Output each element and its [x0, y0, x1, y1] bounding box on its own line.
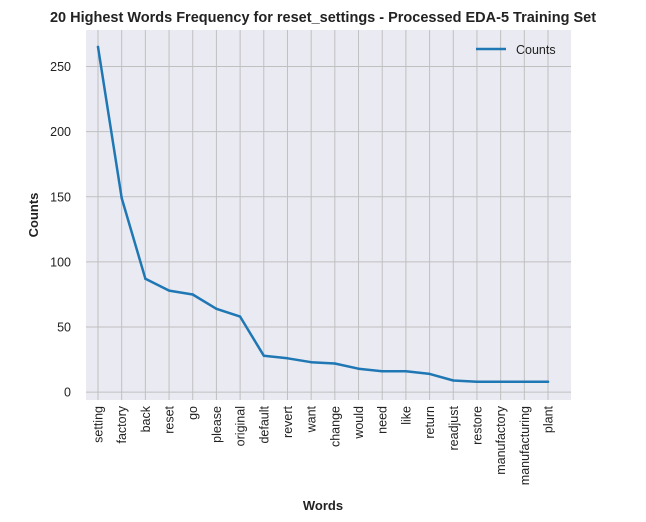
data-point [286, 357, 289, 360]
x-tick-label: reset [163, 405, 177, 433]
x-tick-label: revert [281, 405, 295, 437]
y-tick-label: 0 [64, 386, 71, 400]
data-point [120, 196, 123, 200]
data-point [215, 307, 218, 311]
data-point [499, 380, 502, 383]
data-point [404, 370, 408, 373]
data-point [238, 315, 242, 318]
y-tick-label: 250 [50, 60, 71, 74]
x-tick-label: factory [115, 405, 129, 443]
data-point [262, 354, 265, 357]
x-tick-label: want [305, 405, 319, 433]
x-tick-label: plant [542, 405, 556, 433]
data-point [96, 45, 100, 49]
legend-label: Counts [516, 43, 556, 57]
x-tick-label: return [423, 406, 437, 439]
data-point [144, 277, 147, 281]
x-tick-label: manufacturing [518, 406, 532, 485]
y-tick-label: 100 [50, 255, 71, 269]
x-axis-title: Words [303, 498, 343, 513]
data-point [333, 362, 337, 365]
y-tick-label: 200 [50, 125, 71, 139]
series-layer [96, 45, 550, 384]
legend: Counts [476, 43, 556, 57]
data-point [167, 289, 171, 292]
data-point [381, 370, 384, 373]
data-point [523, 380, 526, 383]
grid-lines [86, 30, 571, 400]
y-tick-label: 50 [57, 321, 71, 335]
x-tick-label: please [210, 406, 224, 443]
plot-area [86, 30, 571, 400]
y-tick-label: 150 [50, 190, 71, 204]
x-tick-label: go [186, 406, 200, 420]
data-point [546, 380, 550, 383]
chart-title: 20 Highest Words Frequency for reset_set… [50, 10, 596, 26]
x-tick-label: need [376, 406, 390, 434]
data-point [452, 379, 455, 382]
data-point [428, 372, 431, 376]
y-tick-labels: 0 50 100 150 200 250 [50, 60, 71, 400]
x-tick-label: restore [470, 406, 484, 445]
x-tick-label: original [234, 406, 248, 446]
x-tick-label: setting [92, 406, 106, 443]
x-tick-labels: setting factory back reset go please original d… [92, 405, 556, 485]
data-point [309, 361, 313, 364]
x-tick-label: would [352, 406, 366, 440]
x-tick-label: back [139, 405, 153, 432]
series-line [96, 45, 550, 384]
x-tick-label: default [257, 405, 271, 443]
x-tick-label: change [328, 406, 342, 447]
x-tick-label: readjust [447, 405, 461, 450]
x-tick-label: like [399, 406, 413, 425]
y-axis-title: Counts [26, 193, 41, 238]
data-point [357, 367, 360, 370]
x-tick-label: manufactory [494, 405, 508, 475]
data-point [475, 380, 479, 383]
data-point [191, 293, 194, 296]
